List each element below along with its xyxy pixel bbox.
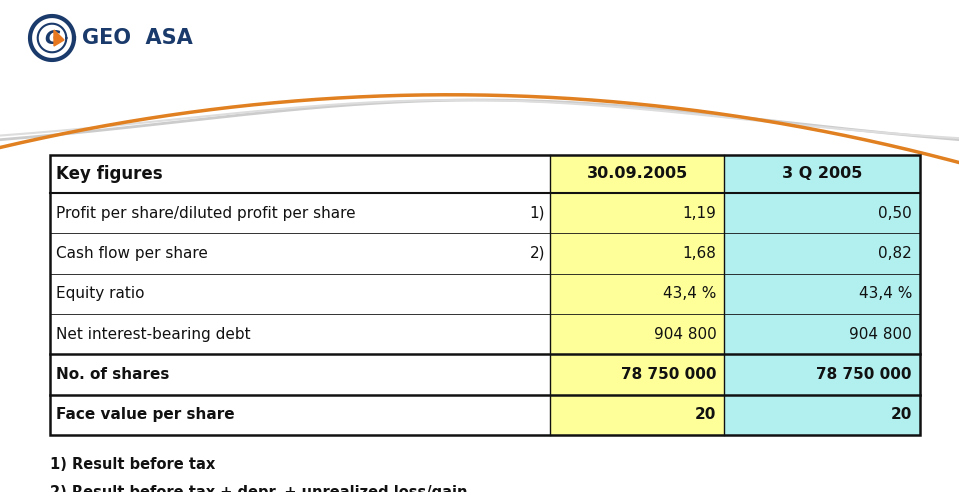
Text: Key figures: Key figures: [56, 165, 163, 183]
Bar: [724, 314, 920, 354]
Text: Net interest-bearing debt: Net interest-bearing debt: [56, 327, 250, 341]
Text: 43,4 %: 43,4 %: [663, 286, 716, 301]
Text: 1): 1): [529, 206, 546, 221]
Text: 20: 20: [695, 407, 716, 422]
Text: 904 800: 904 800: [653, 327, 716, 341]
Bar: [50, 155, 920, 435]
Bar: [550, 354, 724, 395]
Bar: [724, 395, 920, 435]
Text: 0,50: 0,50: [878, 206, 912, 221]
Text: 3 Q 2005: 3 Q 2005: [782, 166, 862, 182]
Text: 1,19: 1,19: [683, 206, 716, 221]
Text: 20: 20: [891, 407, 912, 422]
Text: 0,82: 0,82: [878, 246, 912, 261]
Bar: [724, 354, 920, 395]
Bar: [724, 155, 920, 193]
Polygon shape: [54, 30, 64, 46]
Text: 78 750 000: 78 750 000: [620, 367, 716, 382]
Text: No. of shares: No. of shares: [56, 367, 170, 382]
Bar: [724, 233, 920, 274]
Bar: [724, 193, 920, 233]
Text: 2): 2): [529, 246, 546, 261]
Text: Face value per share: Face value per share: [56, 407, 235, 422]
Text: 78 750 000: 78 750 000: [816, 367, 912, 382]
Bar: [550, 274, 724, 314]
Text: 2) Result before tax + depr. + unrealized loss/gain: 2) Result before tax + depr. + unrealize…: [50, 485, 467, 492]
Text: Cash flow per share: Cash flow per share: [56, 246, 208, 261]
Text: Profit per share/diluted profit per share: Profit per share/diluted profit per shar…: [56, 206, 356, 221]
Bar: [724, 274, 920, 314]
Text: 904 800: 904 800: [850, 327, 912, 341]
Bar: [550, 314, 724, 354]
Text: 1,68: 1,68: [683, 246, 716, 261]
Text: 30.09.2005: 30.09.2005: [587, 166, 688, 182]
Text: GEO  ASA: GEO ASA: [82, 28, 193, 48]
Bar: [550, 233, 724, 274]
Text: Equity ratio: Equity ratio: [56, 286, 145, 301]
Text: G: G: [44, 29, 60, 48]
Text: 1) Result before tax: 1) Result before tax: [50, 457, 215, 472]
Bar: [550, 395, 724, 435]
Bar: [550, 193, 724, 233]
Bar: [550, 155, 724, 193]
Text: 43,4 %: 43,4 %: [858, 286, 912, 301]
